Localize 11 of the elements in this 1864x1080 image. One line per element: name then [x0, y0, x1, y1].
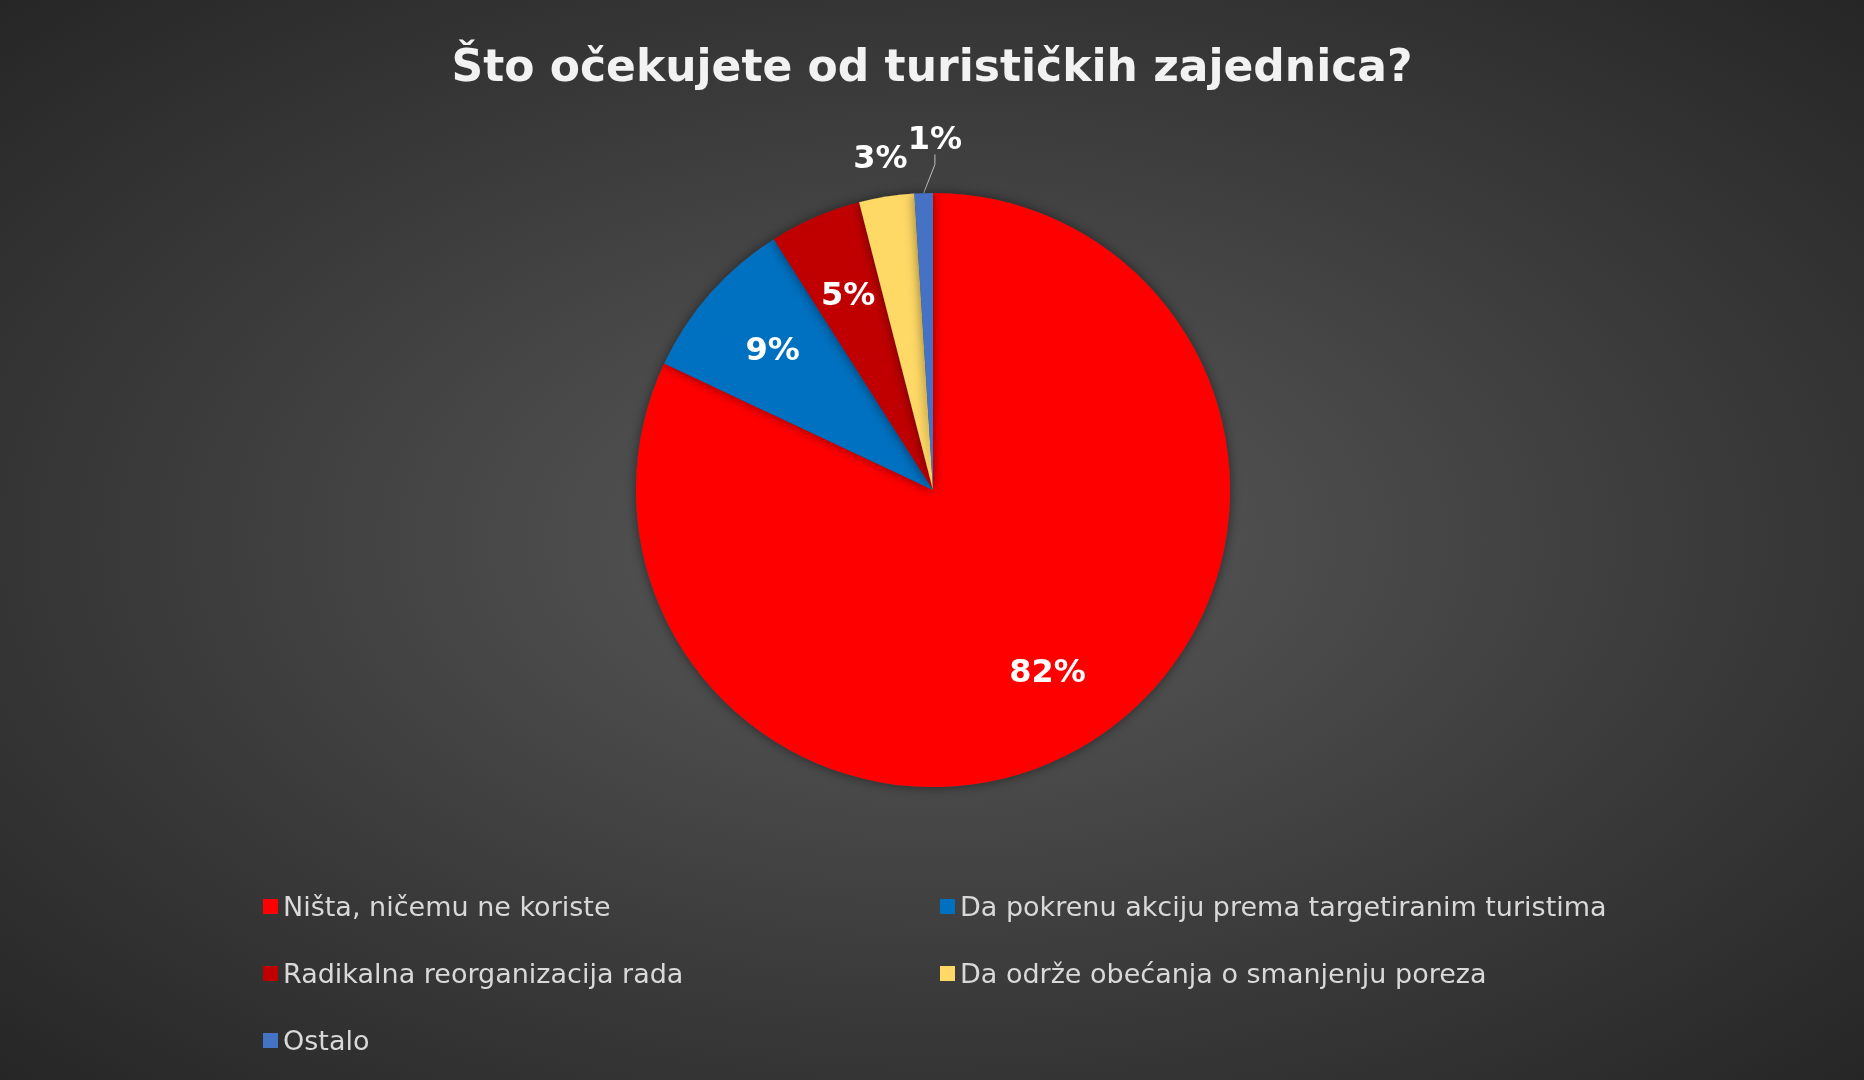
data-label: 9% [745, 329, 800, 368]
legend-label: Da pokrenu akciju prema targetiranim turistima [960, 891, 1607, 922]
data-label: 3% [853, 138, 908, 177]
legend-label: Da održe obećanja o smanjenju poreza [960, 958, 1487, 989]
legend-label: Ništa, ničemu ne koriste [283, 891, 611, 922]
data-label: 5% [820, 274, 876, 313]
legend-label: Radikalna reorganizacija rada [283, 958, 684, 989]
data-label: 82% [1009, 651, 1086, 690]
legend-label: Ostalo [283, 1025, 370, 1056]
chart-title: Što očekujete od turističkih zajednica? [451, 38, 1413, 91]
data-label: 1% [907, 119, 963, 158]
